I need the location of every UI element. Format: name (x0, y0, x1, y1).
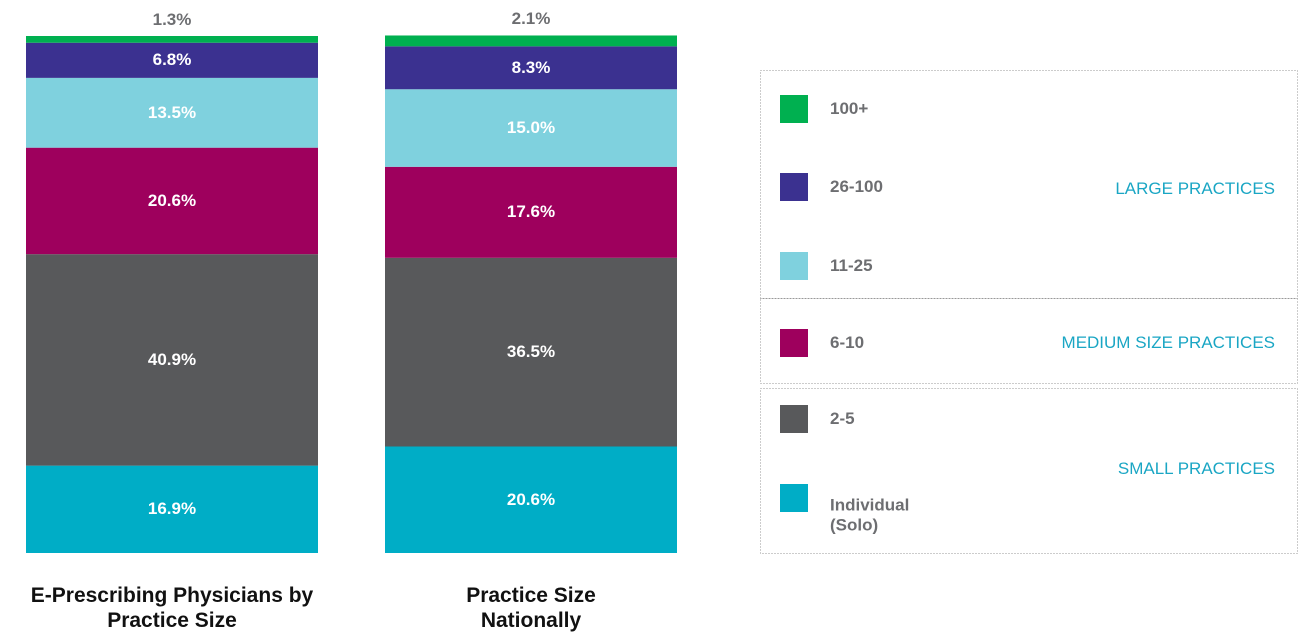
bar-segment (385, 89, 677, 167)
value-label: 20.6% (506, 489, 556, 509)
bar-segment (26, 254, 318, 466)
value-label: 36.5% (506, 341, 556, 361)
bar-segment (26, 465, 318, 553)
bar-segment (385, 35, 677, 47)
legend-label: 100+ (830, 98, 869, 118)
bar-segment (385, 46, 677, 90)
legend-swatch (780, 95, 808, 123)
legend-group-label: LARGE PRACTICES (1115, 178, 1275, 198)
value-label: 13.5% (147, 102, 197, 122)
legend-label: 11-25 (830, 255, 873, 275)
value-label: 20.6% (147, 190, 197, 210)
legend-group-label: SMALL PRACTICES (1117, 458, 1275, 478)
legend-label: 26-100 (830, 176, 883, 196)
value-label: 15.0% (506, 117, 556, 137)
legend-group-box (760, 70, 1298, 299)
legend-group-box (760, 298, 1298, 384)
bar-segment (385, 446, 677, 553)
value-label: 8.3% (511, 57, 551, 77)
bar-segment (26, 42, 318, 78)
bar-segment (26, 36, 318, 43)
legend-swatch (780, 484, 808, 512)
legend-group-label: MEDIUM SIZE PRACTICES (1061, 332, 1275, 352)
value-label: 2.1% (511, 9, 551, 29)
legend-swatch (780, 329, 808, 357)
value-label: 1.3% (152, 9, 192, 29)
category-label: E-Prescribing Physicians by Practice Siz… (30, 584, 314, 633)
bar-segment (385, 166, 677, 258)
bar-segment (26, 77, 318, 148)
legend-swatch (780, 173, 808, 201)
legend-label: Individual (Solo) (830, 495, 910, 535)
legend-label: 2-5 (830, 408, 855, 428)
value-label: 16.9% (147, 499, 197, 519)
value-label: 6.8% (152, 50, 192, 70)
legend-swatch (780, 252, 808, 280)
value-label: 17.6% (506, 202, 556, 222)
bar-segment (385, 257, 677, 447)
legend-swatch (780, 405, 808, 433)
bar-segment (26, 147, 318, 255)
legend-label: 6-10 (830, 332, 865, 352)
value-label: 40.9% (147, 349, 197, 369)
category-label: Practice Size Nationally (466, 584, 596, 633)
